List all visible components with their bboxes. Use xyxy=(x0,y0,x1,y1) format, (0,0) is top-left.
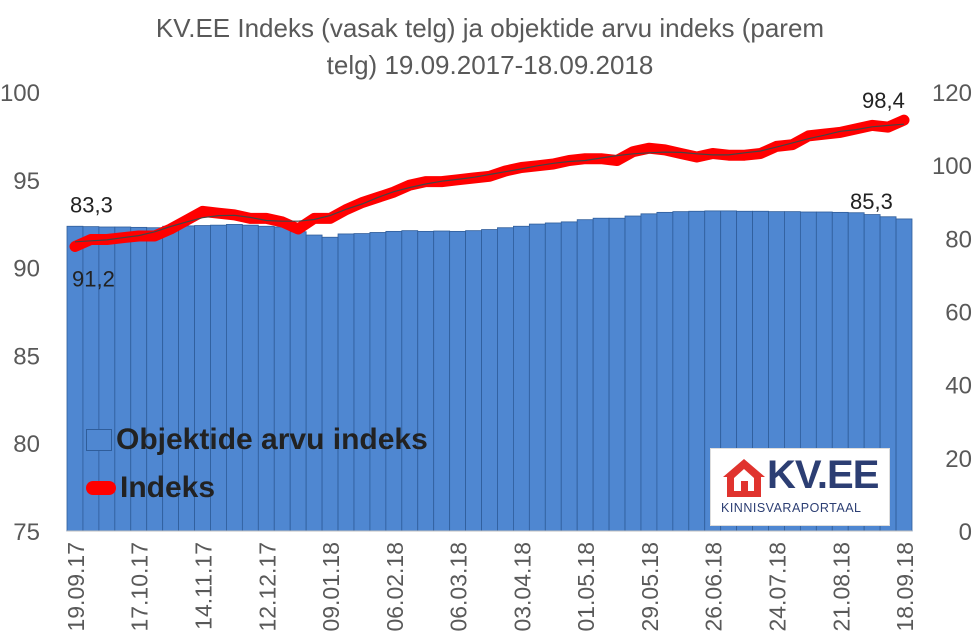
x-tick-label: 21.08.18 xyxy=(828,542,854,632)
bar xyxy=(321,236,339,532)
trend-line xyxy=(74,123,905,243)
bar xyxy=(672,211,690,532)
logo-subtitle: KINNISVARAPORTAAL xyxy=(721,501,862,515)
bar xyxy=(497,227,514,532)
legend-label-objektide: Objektide arvu indeks xyxy=(116,423,428,456)
bar xyxy=(576,219,594,532)
bar xyxy=(560,221,578,532)
y-left-tick-label: 90 xyxy=(13,256,40,283)
y-left-tick-label: 95 xyxy=(13,168,40,195)
bar xyxy=(465,230,482,532)
chart-title: KV.EE Indeks (vasak telg) ja objektide a… xyxy=(80,10,900,84)
y-right-tick-label: 60 xyxy=(945,300,972,327)
bar xyxy=(544,222,562,532)
y-right-tick-label: 80 xyxy=(945,226,972,253)
x-tick-label: 06.02.18 xyxy=(382,542,408,632)
x-tick-label: 26.06.18 xyxy=(701,542,727,632)
bar xyxy=(305,234,323,532)
bar xyxy=(513,225,530,532)
bar xyxy=(656,211,674,532)
y-left-tick-label: 100 xyxy=(0,80,40,107)
x-tick-label: 03.04.18 xyxy=(509,542,535,632)
y-left-tick-label: 75 xyxy=(13,519,40,546)
x-tick-label: 09.01.18 xyxy=(318,542,344,632)
y-right-tick-label: 100 xyxy=(932,153,972,180)
bar xyxy=(895,218,913,532)
logo-wordmark: KV.EE xyxy=(767,453,879,497)
x-tick-label: 01.05.18 xyxy=(573,542,599,632)
legend-label-indeks: Indeks xyxy=(120,471,216,504)
legend-item-objektide: Objektide arvu indeks xyxy=(86,422,428,458)
bar xyxy=(640,213,658,532)
y-left-tick-label: 80 xyxy=(13,431,40,458)
bar xyxy=(417,230,435,532)
chart-title-line-2: telg) 19.09.2017-18.09.2018 xyxy=(326,50,654,80)
y-right-tick-label: 20 xyxy=(945,446,972,473)
bar xyxy=(528,223,546,532)
y-right-tick-label: 40 xyxy=(945,373,972,400)
bar xyxy=(289,231,307,532)
bar xyxy=(353,233,371,532)
data-label-line-first: 91,2 xyxy=(72,267,115,292)
bar xyxy=(608,217,626,532)
x-tick-label: 18.09.18 xyxy=(892,542,918,632)
bar xyxy=(273,226,291,532)
line-series-indeks xyxy=(69,114,910,252)
y-left-tick-label: 85 xyxy=(13,343,40,370)
legend-item-indeks: Indeks xyxy=(86,470,215,506)
bar xyxy=(624,215,642,532)
kv-ee-logo: KV.EE KINNISVARAPORTAAL xyxy=(710,448,890,526)
legend-swatch-line xyxy=(86,481,116,495)
bar xyxy=(257,225,275,532)
bar xyxy=(401,230,419,532)
x-tick-label: 06.03.18 xyxy=(446,542,472,632)
bar xyxy=(226,224,243,532)
x-tick-label: 29.05.18 xyxy=(637,542,663,632)
bar xyxy=(688,210,706,532)
data-label-bar-first: 83,3 xyxy=(70,192,113,217)
bar xyxy=(592,217,610,532)
bar xyxy=(449,230,466,532)
data-label-bar-last: 85,3 xyxy=(850,189,893,214)
x-tick-label: 14.11.17 xyxy=(191,542,217,630)
house-icon xyxy=(723,459,765,497)
bar xyxy=(369,232,387,532)
bar xyxy=(385,230,403,532)
x-tick-label: 24.07.18 xyxy=(765,542,791,632)
bar xyxy=(481,229,498,532)
bar xyxy=(433,230,451,532)
y-right-tick-label: 120 xyxy=(932,80,972,107)
x-tick-label: 19.09.17 xyxy=(63,542,89,632)
bar xyxy=(337,233,355,532)
chart-title-line-1: KV.EE Indeks (vasak telg) ja objektide a… xyxy=(155,13,825,43)
y-right-tick-label: 0 xyxy=(959,519,972,546)
data-label-line-last: 98,4 xyxy=(862,88,905,113)
x-tick-label: 12.12.17 xyxy=(254,542,280,632)
legend-swatch-bar xyxy=(86,429,112,451)
x-tick-label: 17.10.17 xyxy=(127,542,153,632)
bar xyxy=(241,224,259,532)
